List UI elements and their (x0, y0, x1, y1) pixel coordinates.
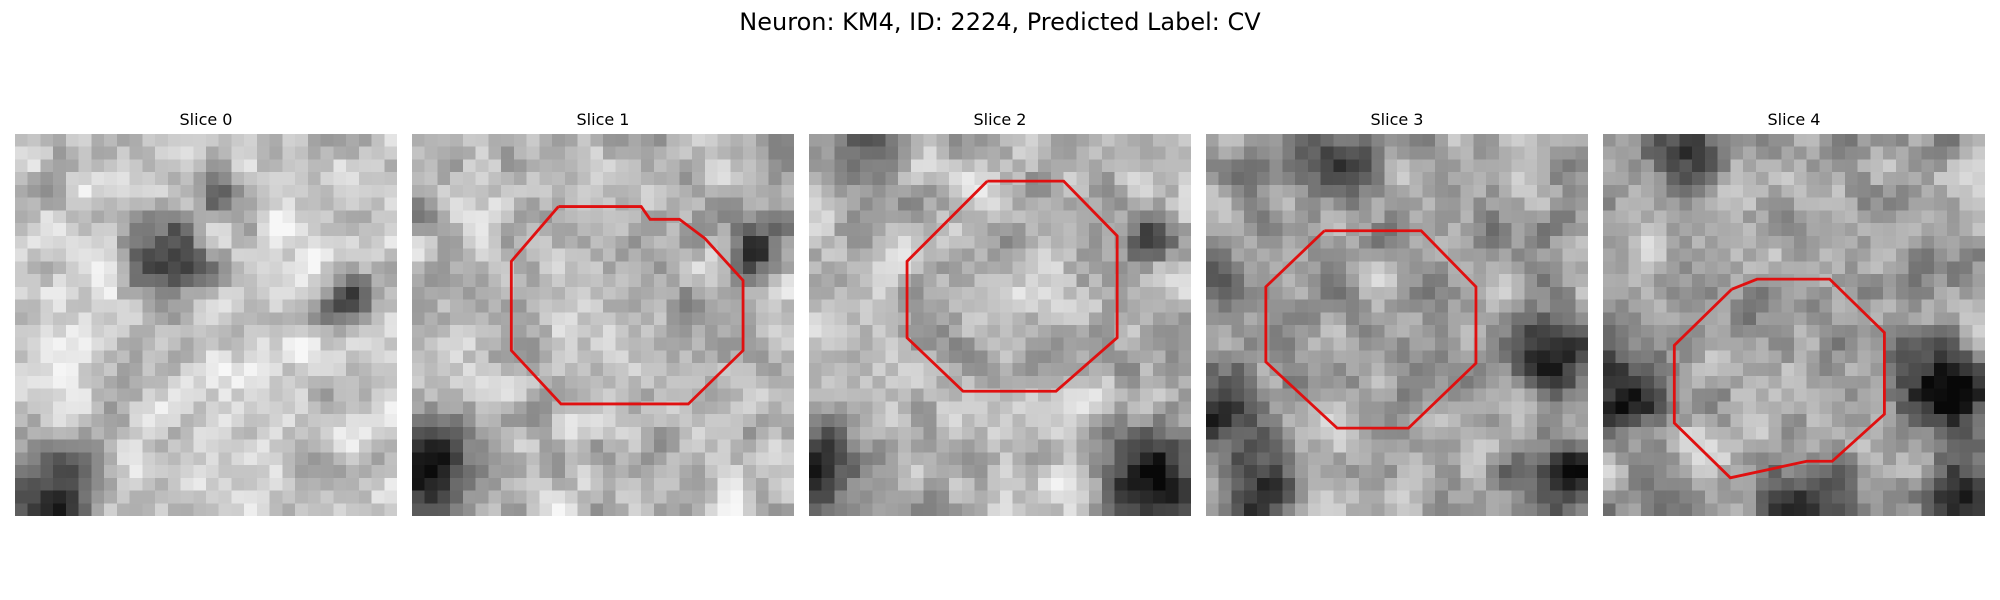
slice-image-4 (1603, 134, 1985, 516)
slice-image-3 (1206, 134, 1588, 516)
roi-contour (509, 205, 745, 406)
roi-contour (1264, 229, 1478, 430)
slice-title-2: Slice 2 (973, 110, 1027, 129)
slice-image-2 (809, 134, 1191, 516)
slice-panel-1: Slice 1 (412, 106, 794, 516)
slice-title-1: Slice 1 (576, 110, 630, 129)
slice-panel-0: Slice 0 (15, 106, 397, 516)
slice-panel-2: Slice 2 (809, 106, 1191, 516)
slice-image-0 (15, 134, 397, 516)
slice-title-0: Slice 0 (179, 110, 233, 129)
slice-title-3: Slice 3 (1370, 110, 1424, 129)
slice-image-1 (412, 134, 794, 516)
slice-panel-3: Slice 3 (1206, 106, 1588, 516)
slice-panels: Slice 0 Slice 1 Slice 2 Slice 3 Slice 4 (15, 106, 1985, 516)
roi-contour (905, 179, 1119, 393)
slice-panel-4: Slice 4 (1603, 106, 1985, 516)
slice-title-4: Slice 4 (1767, 110, 1821, 129)
roi-contour (1672, 277, 1886, 480)
figure-title: Neuron: KM4, ID: 2224, Predicted Label: … (739, 8, 1261, 36)
